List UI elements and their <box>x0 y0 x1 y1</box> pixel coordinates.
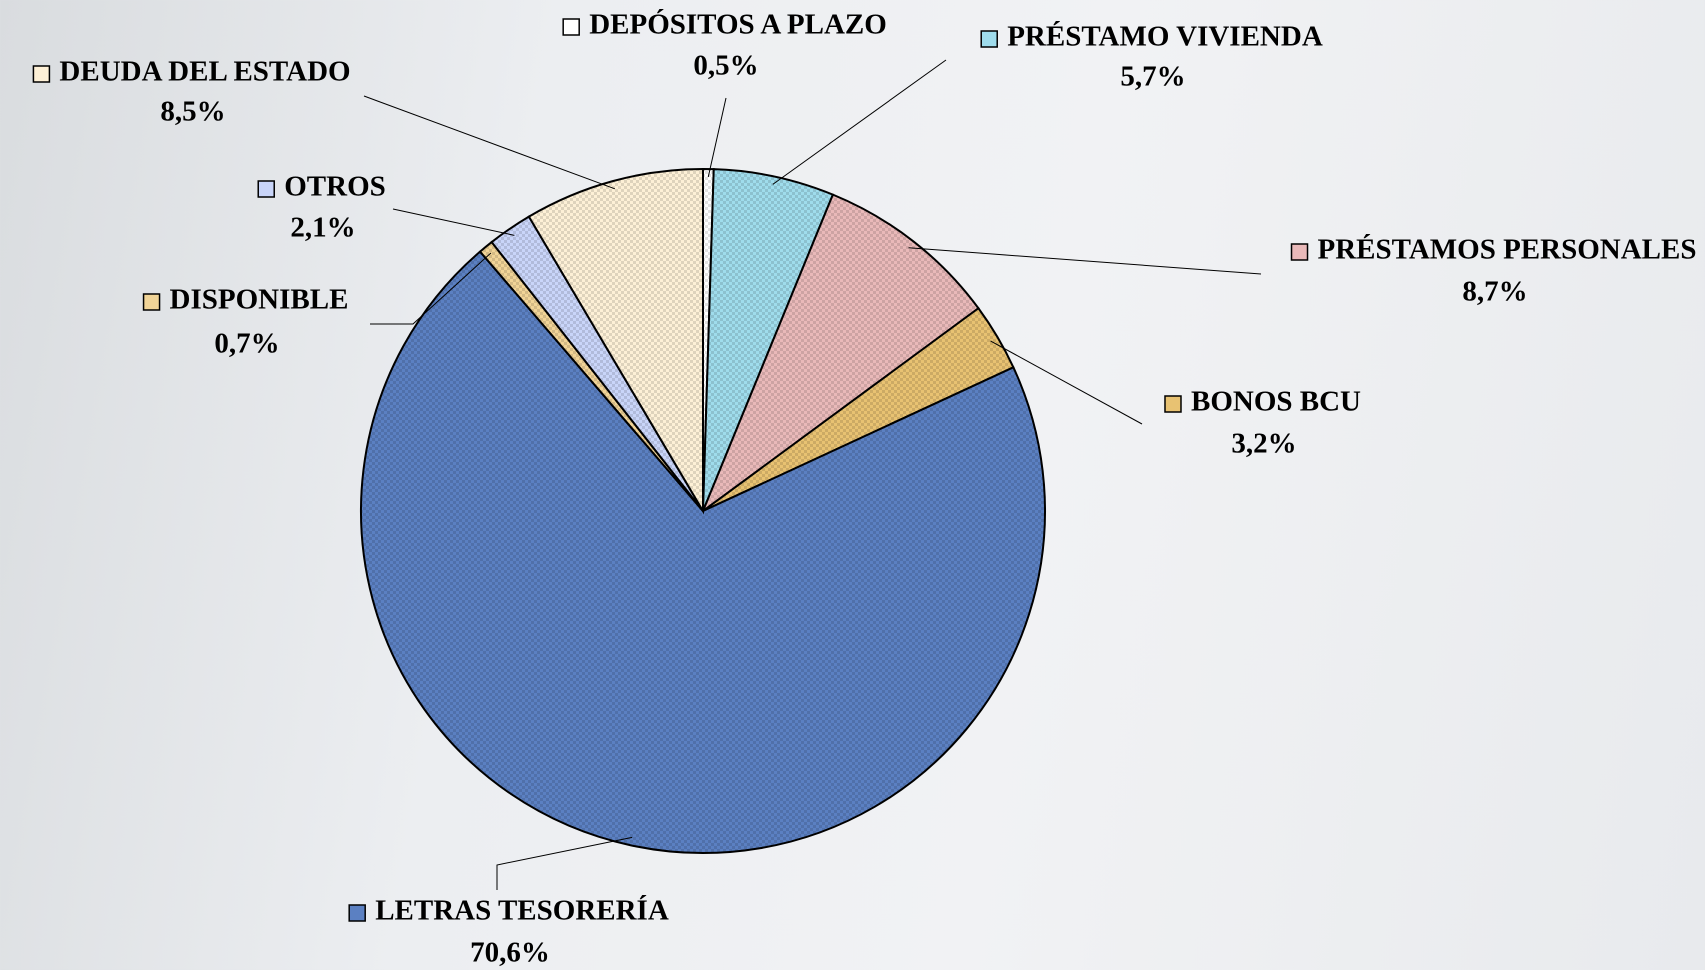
slice-label: PRÉSTAMO VIVIENDA <box>1007 20 1323 53</box>
legend-swatch <box>348 904 366 922</box>
slice-value-label: 70,6% <box>470 937 550 969</box>
slice-label: PRÉSTAMOS PERSONALES <box>1318 233 1697 266</box>
slice-value-label: 8,5% <box>160 96 225 128</box>
slice-label: DEUDA DEL ESTADO <box>59 56 350 88</box>
legend-swatch <box>980 30 998 48</box>
leader-line <box>392 208 515 236</box>
slice-texture <box>703 308 1014 511</box>
slice-value-label: 0,7% <box>214 328 279 360</box>
leader-line <box>496 836 633 890</box>
legend-swatch <box>1164 395 1182 413</box>
slice-label: LETRAS TESORERÍA <box>375 894 669 927</box>
slice-label: BONOS BCU <box>1191 386 1361 418</box>
legend-swatch <box>1290 243 1309 261</box>
leader-line <box>908 247 1262 275</box>
slice-value-label: 3,2% <box>1231 428 1296 460</box>
slice-value-label: 2,1% <box>290 212 355 244</box>
leader-line <box>772 59 947 185</box>
slice-texture <box>491 216 703 511</box>
leader-line <box>370 252 492 325</box>
leader-line <box>707 97 727 178</box>
slice-label: DISPONIBLE <box>170 284 349 316</box>
slice-texture <box>703 169 833 511</box>
slice-texture <box>361 251 1045 853</box>
slice-label: OTROS <box>284 171 386 203</box>
legend-swatch <box>562 18 580 36</box>
legend-swatch <box>257 180 275 198</box>
legend-swatch <box>142 293 161 311</box>
slice-texture <box>480 242 703 511</box>
slice-value-label: 0,5% <box>693 50 758 82</box>
slice-texture <box>528 169 703 511</box>
slice-texture <box>703 194 979 511</box>
leader-line <box>363 95 616 190</box>
slice-value-label: 5,7% <box>1120 61 1185 93</box>
legend-swatch <box>32 65 51 83</box>
slice-label: DEPÓSITOS A PLAZO <box>589 8 887 41</box>
leader-line <box>990 340 1143 425</box>
slice-value-label: 8,7% <box>1462 276 1527 308</box>
